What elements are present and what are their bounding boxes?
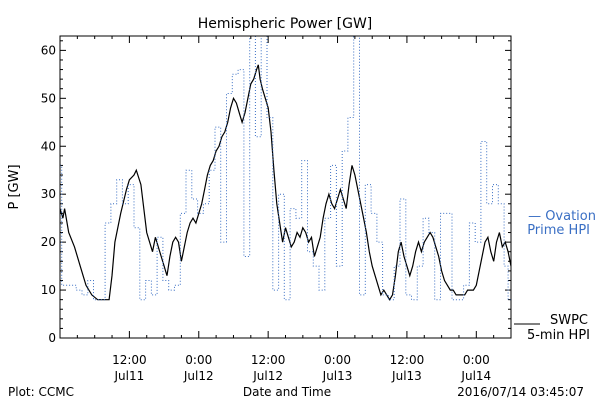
x-tick-date-label: Jul13 bbox=[322, 369, 353, 383]
x-tick-time-label: 12:00 bbox=[112, 353, 147, 367]
legend-swpc-label-line2: 5-min HPI bbox=[527, 328, 590, 343]
series-line-swpc bbox=[59, 64, 512, 301]
plot-frame bbox=[59, 35, 512, 339]
legend-ovation: — Ovation Prime HPI bbox=[527, 209, 596, 238]
x-tick-date-label: Jul12 bbox=[252, 369, 283, 383]
footer-timestamp: 2016/07/14 03:45:07 bbox=[457, 385, 584, 399]
x-tick-time-label: 0:00 bbox=[463, 353, 490, 367]
y-axis-ticks: 0 10 20 30 40 50 60 bbox=[41, 40, 511, 345]
x-tick-time-label: 12:00 bbox=[251, 353, 286, 367]
legend-ovation-label-line2: Prime HPI bbox=[527, 223, 590, 238]
x-axis-ticks: 12:00 Jul11 0:00 Jul12 12:00 Jul12 0:00 Jul13 12… bbox=[76, 36, 495, 383]
x-tick-date-label: Jul11 bbox=[114, 369, 145, 383]
series-line-ovation bbox=[60, 35, 511, 301]
x-tick-time-label: 12:00 bbox=[390, 353, 425, 367]
footer-plot-credit: Plot: CCMC bbox=[8, 385, 74, 399]
x-tick-date-label: Jul13 bbox=[391, 369, 422, 383]
y-tick-label: 50 bbox=[41, 91, 56, 105]
y-tick-label: 10 bbox=[41, 283, 56, 297]
x-tick-time-label: 0:00 bbox=[324, 353, 351, 367]
legend-swpc: SWPC 5-min HPI bbox=[514, 313, 590, 343]
y-tick-label: 60 bbox=[41, 43, 56, 57]
y-tick-label: 30 bbox=[41, 187, 56, 201]
footer-x-axis-label: Date and Time bbox=[243, 385, 331, 399]
y-tick-label: 0 bbox=[48, 331, 56, 345]
x-tick-date-label: Jul14 bbox=[460, 369, 491, 383]
series-layer bbox=[59, 35, 512, 301]
legend-ovation-label-line1: — Ovation bbox=[528, 209, 596, 224]
chart-title: Hemispheric Power [GW] bbox=[198, 16, 373, 32]
y-axis-label: P [GW] bbox=[7, 164, 22, 209]
y-tick-label: 20 bbox=[41, 235, 56, 249]
legend-swpc-label-line1: SWPC bbox=[550, 313, 588, 328]
x-tick-date-label: Jul12 bbox=[183, 369, 214, 383]
x-tick-time-label: 0:00 bbox=[185, 353, 212, 367]
y-tick-label: 40 bbox=[41, 139, 56, 153]
